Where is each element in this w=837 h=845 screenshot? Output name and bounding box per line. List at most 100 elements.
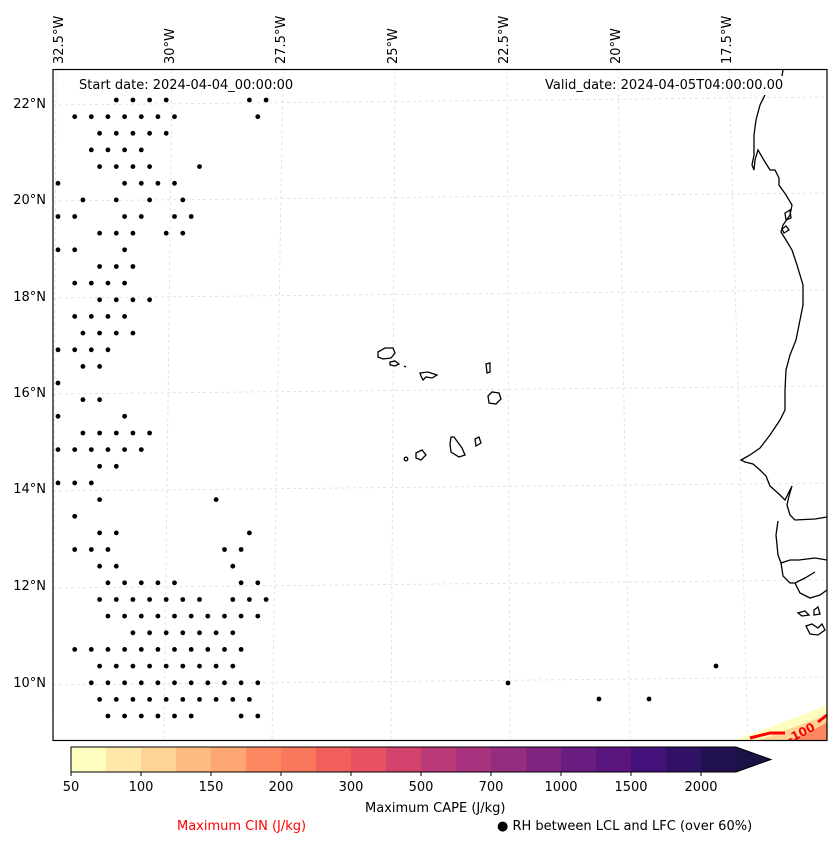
colorbar-tick-label: 500 [408, 780, 434, 795]
gridline-lat [52, 579, 828, 589]
start-date-label: Start date: 2024-04-04_00:00:00 [79, 78, 294, 93]
rh-dot [97, 563, 102, 569]
rh-dot [97, 297, 102, 303]
rh-dot [105, 114, 111, 120]
rh-dot [155, 713, 161, 719]
rh-dot [713, 663, 719, 669]
island-canary-1 [784, 208, 792, 221]
rh-dot [222, 680, 227, 686]
rh-dot [238, 680, 244, 686]
rh-dot [172, 713, 177, 719]
gridline-lon [617, 69, 631, 741]
rh-dot [122, 713, 127, 719]
rh-dot [180, 630, 186, 636]
rh-dot [113, 297, 119, 303]
rh-dot [138, 180, 144, 186]
island-santiago [449, 436, 466, 458]
rh-dot [130, 130, 136, 136]
colorbar-segment [561, 747, 597, 772]
rh-dot [72, 114, 78, 120]
rh-dot [105, 280, 111, 286]
rh-dot [155, 680, 161, 686]
gridline-lon [728, 69, 749, 741]
rh-dot [55, 180, 61, 186]
rh-dot [230, 597, 236, 602]
rh-dot [122, 247, 127, 253]
rh-dot [213, 697, 219, 702]
gridline-lat [52, 482, 828, 492]
colorbar-tick-label: 1500 [614, 780, 648, 795]
island-fogo [415, 449, 427, 461]
rh-dot [130, 597, 136, 602]
rh-dot [197, 663, 202, 669]
rh-dot [130, 264, 136, 269]
colorbar-tick-label: 200 [268, 780, 294, 795]
rh-dot [147, 430, 153, 436]
lat-label: 18°N [13, 290, 46, 305]
island-sao-vicente [389, 360, 401, 367]
rh-dot [138, 114, 144, 120]
colorbar-tick-label: 700 [478, 780, 504, 795]
rh-dot [180, 663, 186, 669]
rh-dot [255, 713, 261, 719]
rh-dot [205, 647, 211, 652]
rh-dot [72, 513, 78, 519]
rh-dot [163, 130, 169, 136]
rh-dot [163, 697, 169, 702]
rh-dot [138, 147, 144, 153]
rh-dot [646, 696, 652, 702]
rh-dot [55, 247, 61, 253]
gridline-lon [506, 69, 511, 741]
rh-dot [180, 197, 186, 203]
rh-dot [247, 597, 252, 602]
rh-dot [130, 697, 136, 702]
rh-dot [113, 164, 119, 170]
colorbar-segment [106, 747, 142, 772]
rh-dot [147, 663, 153, 669]
rh-dot [105, 713, 111, 719]
rh-dot [155, 180, 161, 186]
rh-dot [97, 697, 102, 702]
rh-dot [122, 280, 127, 286]
rh-dot [213, 663, 219, 669]
rh-dot [72, 280, 78, 286]
island-brava [403, 456, 409, 462]
rh-dot [163, 97, 169, 103]
rh-dot [97, 463, 102, 469]
gridline-lat [52, 676, 828, 686]
rh-dot [138, 680, 144, 686]
rh-dot [88, 480, 94, 486]
rh-dot [238, 613, 244, 619]
rh-dot [55, 413, 61, 419]
valid-date-label: Valid_date: 2024-04-05T04:00:00.00 [545, 78, 784, 93]
rh-dot [55, 347, 61, 353]
rh-dot [105, 314, 111, 319]
rh-dot [72, 547, 78, 552]
rh-dot [197, 630, 202, 636]
gridline-lon [271, 69, 284, 741]
island-santo-antao [377, 347, 396, 360]
rh-dot [113, 563, 119, 569]
colorbar-segment [631, 747, 667, 772]
colorbar-segment [666, 747, 702, 772]
rh-dot [205, 680, 211, 686]
colorbar-tick-label: 100 [128, 780, 154, 795]
rh-dot [113, 264, 119, 269]
rh-dot [122, 114, 127, 120]
rh-dot [88, 447, 94, 452]
rh-dot [238, 580, 244, 586]
rh-dot [172, 580, 177, 586]
rh-legend-label: RH between LCL and LFC (over 60%) [512, 819, 753, 834]
rh-dot [147, 197, 153, 203]
rh-dot [180, 597, 186, 602]
rh-dot [263, 97, 269, 103]
lat-label: 14°N [13, 482, 46, 497]
rh-dot [255, 680, 261, 686]
rh-dot [55, 214, 61, 219]
rh-dot [213, 630, 219, 636]
rh-dot [88, 547, 94, 552]
rh-dot [505, 680, 511, 686]
colorbar-tick-label: 150 [198, 780, 224, 795]
rh-dot [130, 430, 136, 436]
rh-dot [105, 613, 111, 619]
